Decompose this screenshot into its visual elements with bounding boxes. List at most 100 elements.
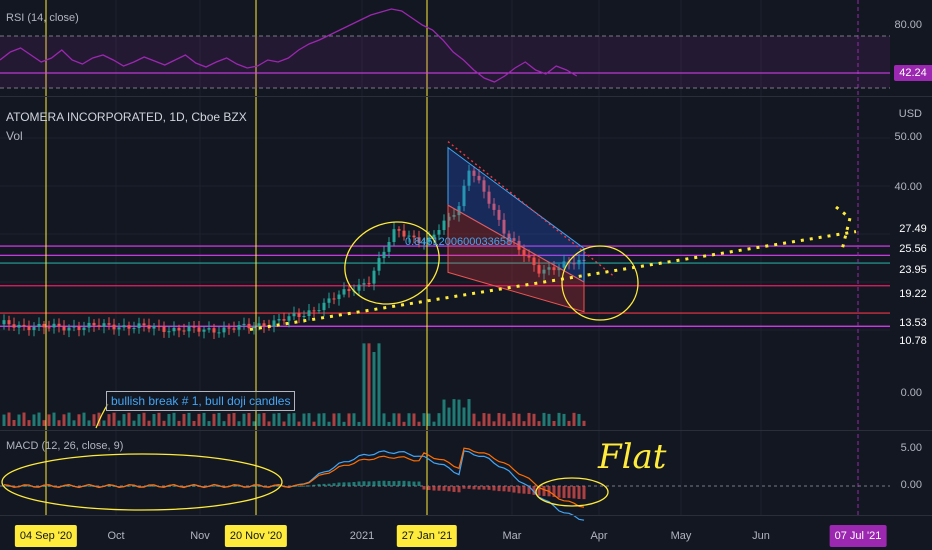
price-axis-50: 50.00	[894, 131, 922, 143]
candle-body	[247, 323, 251, 329]
macd-histogram-bar	[232, 485, 236, 487]
candle-body	[492, 203, 496, 210]
macd-histogram-bar	[482, 486, 486, 490]
time-marker-jul[interactable]: 07 Jul '21	[829, 525, 887, 547]
macd-histogram-bar	[457, 486, 461, 493]
rsi-label[interactable]: RSI (14, close)	[6, 12, 79, 24]
volume-bar	[132, 420, 136, 426]
volume-bar	[107, 414, 111, 426]
candle-body	[512, 238, 516, 241]
candle-body	[97, 325, 101, 327]
macd-histogram-bar	[167, 485, 171, 487]
macd-histogram-bar	[62, 485, 66, 487]
time-label-apr: Apr	[590, 530, 608, 542]
time-marker-sep[interactable]: 04 Sep '20	[14, 525, 78, 547]
candle-body	[452, 215, 456, 217]
handwriting-flat: Flat	[597, 437, 667, 477]
time-marker-nov[interactable]: 20 Nov '20	[224, 525, 288, 547]
macd-histogram-bar	[397, 480, 401, 486]
candle-body	[172, 327, 176, 332]
candle-body	[577, 259, 581, 265]
candle-body	[372, 270, 376, 284]
annotation-callout[interactable]: bullish break # 1, bull doji candles	[106, 391, 296, 411]
volume-bar	[357, 421, 361, 426]
time-label-mar: Mar	[502, 530, 522, 542]
candle-body	[357, 284, 361, 291]
candle-body	[87, 322, 91, 328]
macd-histogram-bar	[297, 485, 301, 487]
candle-body	[252, 326, 256, 329]
volume-bar	[127, 412, 131, 426]
macd-histogram-bar	[377, 480, 381, 486]
volume-bar	[552, 420, 556, 426]
candle-body	[102, 323, 106, 327]
time-marker-jan[interactable]: 27 Jan '21	[396, 525, 458, 547]
price-tag-27-49: 27.49	[899, 223, 927, 235]
volume-bar	[52, 412, 56, 426]
volume-bar	[387, 421, 391, 426]
volume-bar	[247, 413, 251, 426]
volume-bar	[252, 421, 256, 426]
volume-bar	[332, 413, 336, 426]
candle-body	[187, 326, 191, 332]
volume-bar	[232, 412, 236, 426]
candle-body	[337, 294, 341, 300]
volume-bar	[137, 414, 141, 426]
volume-bar	[457, 399, 461, 426]
candle-body	[12, 324, 16, 328]
candle-body	[212, 328, 216, 333]
price-tag-23-95: 23.95	[899, 264, 927, 276]
volume-bar	[322, 413, 326, 426]
volume-bar	[557, 412, 561, 426]
candle-body	[282, 319, 286, 321]
volume-bar	[522, 421, 526, 426]
volume-bar	[12, 419, 16, 426]
candle-body	[332, 298, 336, 300]
volume-bar	[402, 421, 406, 426]
price-axis-40: 40.00	[894, 181, 922, 193]
volume-bar	[567, 420, 571, 426]
macd-histogram-bar	[22, 485, 26, 487]
candle-body	[152, 326, 156, 329]
macd-label[interactable]: MACD (12, 26, close, 9)	[6, 440, 124, 452]
candle-body	[92, 322, 96, 326]
volume-bar	[472, 413, 476, 426]
volume-bar	[497, 413, 501, 426]
candle-body	[302, 316, 306, 318]
candle-body	[32, 327, 36, 331]
volume-label[interactable]: Vol	[6, 129, 23, 143]
time-axis-separator	[0, 515, 932, 516]
macd-histogram-bar	[392, 481, 396, 486]
macd-histogram-bar	[327, 483, 331, 486]
volume-bar	[532, 413, 536, 426]
chart-title[interactable]: ATOMERA INCORPORATED, 1D, Cboe BZX	[6, 110, 247, 124]
currency-label[interactable]: USD	[898, 108, 922, 120]
macd-histogram-bar	[452, 486, 456, 492]
time-label-jun: Jun	[752, 530, 770, 542]
candle-body	[437, 230, 441, 235]
volume-bar	[242, 413, 246, 426]
macd-histogram-bar	[387, 481, 391, 486]
macd-histogram-bar	[552, 486, 556, 497]
volume-bar	[517, 413, 521, 426]
macd-separator	[0, 430, 932, 431]
volume-bar	[72, 420, 76, 426]
volume-bar	[437, 413, 441, 426]
macd-histogram-bar	[222, 486, 226, 487]
candle-body	[342, 289, 346, 295]
volume-bar	[167, 413, 171, 426]
volume-bar	[467, 399, 471, 426]
volume-bar	[222, 421, 226, 426]
candle-body	[322, 302, 326, 311]
candle-body	[127, 325, 131, 329]
candle-body	[487, 191, 491, 204]
price-tag-13-53: 13.53	[899, 317, 927, 329]
volume-bar	[172, 412, 176, 426]
macd-histogram-bar	[562, 486, 566, 499]
volume-bar	[162, 420, 166, 426]
candle-body	[242, 323, 246, 325]
volume-bar	[67, 412, 71, 426]
macd-histogram-bar	[77, 486, 81, 487]
